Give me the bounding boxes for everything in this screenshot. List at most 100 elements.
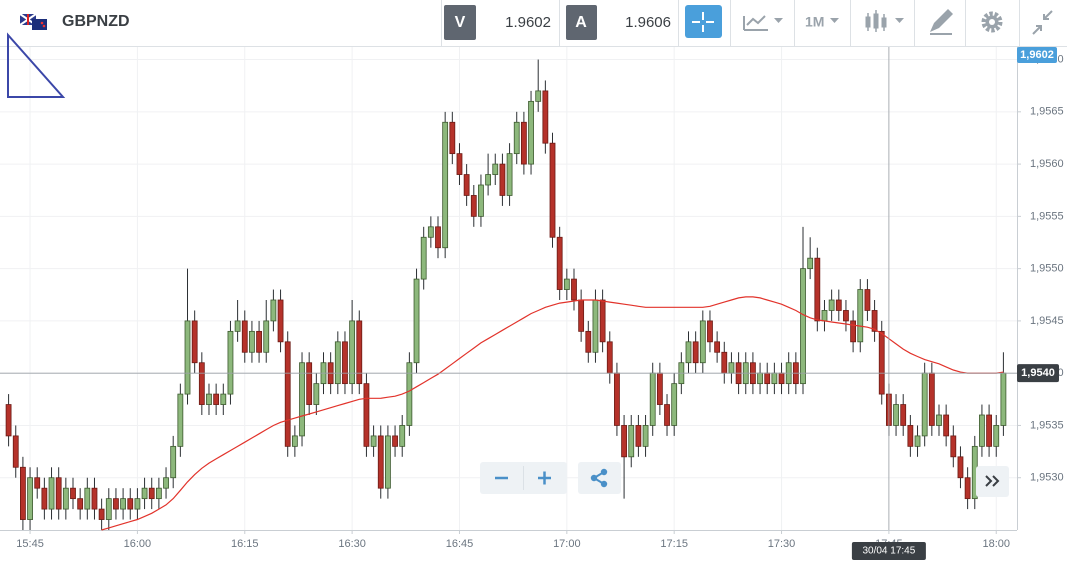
candle-body bbox=[220, 393, 227, 405]
candle-body bbox=[277, 299, 284, 343]
candle-body bbox=[213, 393, 220, 405]
candle-body bbox=[141, 487, 148, 500]
scroll-right-button[interactable] bbox=[976, 466, 1009, 497]
candle-body bbox=[342, 341, 348, 385]
bid-badge[interactable] bbox=[444, 5, 476, 40]
candle-body bbox=[907, 425, 914, 447]
candle-body bbox=[27, 477, 33, 520]
candle-body bbox=[91, 487, 98, 510]
collapse-button[interactable] bbox=[1032, 10, 1053, 35]
candle-body bbox=[70, 487, 76, 500]
candle-body bbox=[113, 498, 119, 510]
moving-average bbox=[101, 296, 1004, 531]
candle-body bbox=[62, 487, 69, 510]
x-tick-label: 18:00 bbox=[982, 538, 1010, 550]
candle-body bbox=[34, 477, 41, 489]
candle-body bbox=[5, 404, 12, 437]
ask-price: 1.9606 bbox=[625, 14, 671, 31]
candle-body bbox=[191, 320, 198, 364]
candle-body bbox=[177, 393, 184, 447]
candle-body bbox=[120, 498, 126, 510]
x-tick-label: 16:00 bbox=[124, 538, 152, 550]
candle-body bbox=[835, 299, 842, 311]
y-tick-label: 1,9545 bbox=[1030, 315, 1064, 327]
candle-body bbox=[492, 163, 499, 175]
candle-body bbox=[485, 174, 492, 186]
candle-body bbox=[363, 383, 370, 447]
candle-body bbox=[914, 435, 921, 447]
candle-body bbox=[334, 341, 341, 385]
candle-body bbox=[993, 425, 1000, 447]
candle-body bbox=[549, 142, 556, 238]
bid-label: V bbox=[455, 14, 466, 31]
candle-body bbox=[198, 362, 205, 405]
candle-body bbox=[263, 320, 270, 353]
candle-body bbox=[470, 195, 477, 217]
y-tick-label: 1,9530 bbox=[1030, 472, 1064, 484]
crosshair-button[interactable] bbox=[685, 5, 722, 38]
candle-body bbox=[628, 425, 635, 458]
candle-button[interactable] bbox=[865, 10, 904, 32]
candle-body bbox=[98, 508, 105, 520]
settings-button[interactable] bbox=[981, 11, 1003, 33]
candle-body bbox=[800, 268, 806, 385]
symbol: GBPNZD bbox=[62, 13, 130, 30]
top-price-tag bbox=[1017, 47, 1057, 63]
y-tick-label: 1,9535 bbox=[1030, 419, 1064, 431]
candle-body bbox=[20, 466, 26, 520]
drawn-triangle bbox=[7, 32, 66, 98]
y-tick-label: 1,9555 bbox=[1030, 210, 1064, 222]
candle-body bbox=[979, 414, 985, 447]
candle-body bbox=[77, 498, 84, 510]
candle-body bbox=[170, 445, 177, 479]
candle-body bbox=[614, 372, 620, 426]
candle-body bbox=[249, 330, 255, 353]
x-tick-label: 16:45 bbox=[446, 538, 474, 550]
candle-body bbox=[871, 310, 878, 332]
candle-body bbox=[442, 121, 449, 249]
chart-type-button[interactable] bbox=[743, 15, 783, 31]
candle-body bbox=[778, 372, 785, 385]
candle-body bbox=[12, 435, 19, 468]
draw-button[interactable] bbox=[930, 9, 953, 35]
zoom-in[interactable] bbox=[538, 471, 551, 485]
candle-body bbox=[807, 257, 814, 270]
candle-body bbox=[356, 320, 363, 385]
candle-body bbox=[921, 372, 928, 437]
candle-body bbox=[585, 330, 592, 353]
x-tick-label: 17:00 bbox=[553, 538, 581, 550]
candle-body bbox=[41, 487, 48, 510]
period-button[interactable]: 1M bbox=[805, 14, 839, 30]
candle-body bbox=[821, 310, 828, 322]
candle-body bbox=[957, 456, 964, 479]
candle-body bbox=[699, 320, 706, 364]
bid-price: 1.9602 bbox=[505, 14, 551, 31]
candle-body bbox=[986, 414, 992, 447]
candle-body bbox=[535, 90, 542, 102]
candle-body bbox=[370, 435, 377, 447]
candle-body bbox=[127, 498, 134, 510]
candle-body bbox=[413, 278, 420, 364]
ask-label: A bbox=[575, 14, 587, 31]
candle-body bbox=[241, 320, 248, 353]
candle-body bbox=[685, 341, 692, 364]
candle-body bbox=[864, 289, 871, 311]
candle-body bbox=[155, 487, 162, 500]
candle-body bbox=[306, 362, 313, 405]
last-price-tag bbox=[1017, 364, 1059, 383]
candle-body bbox=[134, 498, 141, 510]
candle-body bbox=[578, 299, 585, 332]
candle-body bbox=[148, 487, 155, 500]
candle-body bbox=[900, 404, 907, 426]
candle-body bbox=[456, 153, 463, 175]
candle-body bbox=[556, 236, 563, 290]
candle-body bbox=[606, 341, 613, 374]
share-button[interactable] bbox=[578, 462, 621, 494]
candle-body bbox=[714, 341, 721, 353]
candle-body bbox=[814, 257, 821, 322]
candle-body bbox=[664, 404, 670, 426]
period-label: 1M bbox=[805, 14, 824, 30]
last-price-label: 1,9540 bbox=[1021, 367, 1055, 379]
ask-badge[interactable] bbox=[566, 5, 597, 40]
